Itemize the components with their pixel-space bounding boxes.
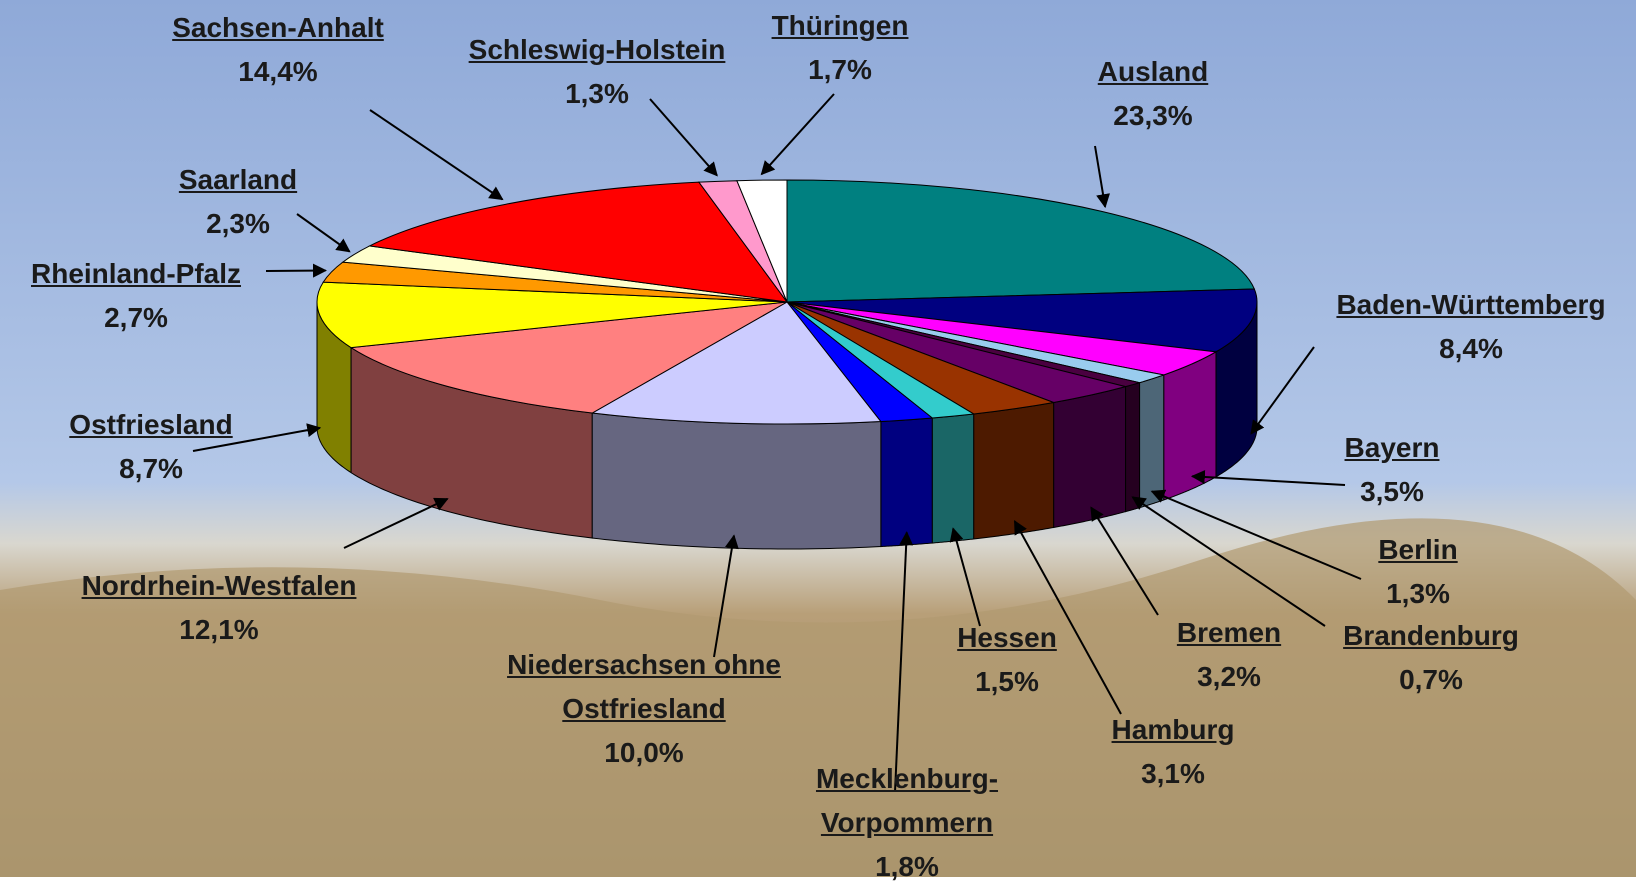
data-label: Baden-Württemberg 8,4%: [1336, 283, 1605, 371]
category-name: Niedersachsen ohne Ostfriesland: [507, 649, 781, 724]
category-name: Thüringen: [772, 10, 909, 41]
percent: 12,1%: [82, 608, 357, 652]
data-label: Bayern 3,5%: [1345, 426, 1440, 514]
data-label: Bremen 3,2%: [1177, 611, 1281, 699]
data-label: Nordrhein-Westfalen 12,1%: [82, 564, 357, 652]
slice-side: [1054, 387, 1126, 528]
category-name: Nordrhein-Westfalen: [82, 570, 357, 601]
percent: 1,5%: [957, 660, 1057, 704]
percent: 1,3%: [1378, 572, 1457, 616]
category-name: Bayern: [1345, 432, 1440, 463]
data-label: Saarland 2,3%: [179, 158, 297, 246]
data-label: Hamburg 3,1%: [1112, 708, 1235, 796]
percent: 14,4%: [172, 50, 384, 94]
percent: 10,0%: [474, 731, 814, 775]
percent: 1,8%: [792, 845, 1022, 889]
data-label: Sachsen-Anhalt 14,4%: [172, 6, 384, 94]
pie: [317, 180, 1257, 549]
slice-side: [974, 402, 1054, 538]
category-name: Bremen: [1177, 617, 1281, 648]
category-name: Hamburg: [1112, 714, 1235, 745]
data-label: Ostfriesland 8,7%: [69, 403, 232, 491]
percent: 3,1%: [1112, 752, 1235, 796]
data-label: Mecklenburg-Vorpommern 1,8%: [792, 757, 1022, 889]
percent: 0,7%: [1343, 658, 1519, 702]
percent: 1,7%: [772, 48, 909, 92]
category-name: Schleswig-Holstein: [469, 34, 726, 65]
data-label: Berlin 1,3%: [1378, 528, 1457, 616]
category-name: Hessen: [957, 622, 1057, 653]
data-label: Schleswig-Holstein 1,3%: [469, 28, 726, 116]
data-label: Thüringen 1,7%: [772, 4, 909, 92]
category-name: Ausland: [1098, 56, 1208, 87]
category-name: Ostfriesland: [69, 409, 232, 440]
slice-side: [881, 418, 932, 547]
data-label: Ausland 23,3%: [1098, 50, 1208, 138]
category-name: Brandenburg: [1343, 620, 1519, 651]
slice-side: [932, 414, 973, 543]
category-name: Rheinland-Pfalz: [31, 258, 241, 289]
slice-side: [592, 413, 881, 549]
data-label: Rheinland-Pfalz 2,7%: [31, 252, 241, 340]
category-name: Saarland: [179, 164, 297, 195]
slice-side: [1126, 383, 1140, 512]
data-label: Niedersachsen ohne Ostfriesland 10,0%: [474, 643, 814, 775]
percent: 3,2%: [1177, 655, 1281, 699]
percent: 1,3%: [469, 72, 726, 116]
category-name: Mecklenburg-Vorpommern: [816, 763, 998, 838]
data-label: Brandenburg 0,7%: [1343, 614, 1519, 702]
percent: 8,7%: [69, 447, 232, 491]
category-name: Berlin: [1378, 534, 1457, 565]
percent: 23,3%: [1098, 94, 1208, 138]
slice-side: [1140, 375, 1164, 508]
category-name: Sachsen-Anhalt: [172, 12, 384, 43]
percent: 3,5%: [1345, 470, 1440, 514]
percent: 8,4%: [1336, 327, 1605, 371]
percent: 2,3%: [179, 202, 297, 246]
category-name: Baden-Württemberg: [1336, 289, 1605, 320]
data-label: Hessen 1,5%: [957, 616, 1057, 704]
percent: 2,7%: [31, 296, 241, 340]
